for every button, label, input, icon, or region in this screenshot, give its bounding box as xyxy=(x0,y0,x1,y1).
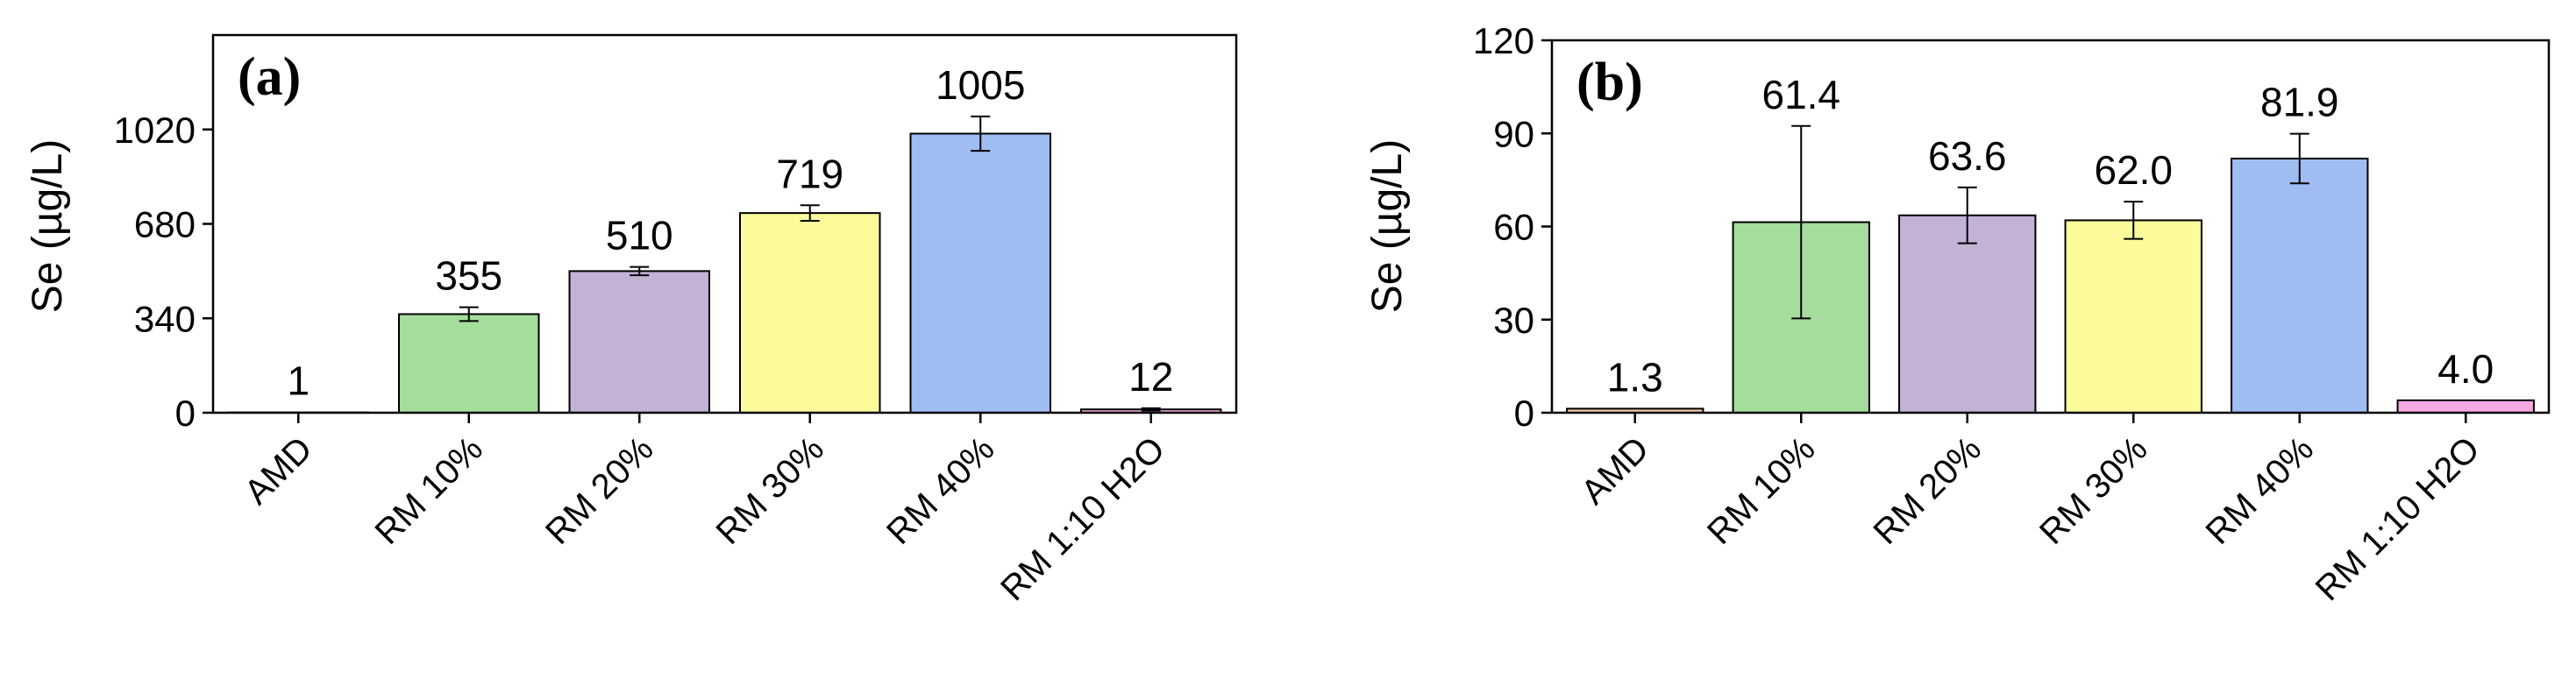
data-label-1: 61.4 xyxy=(1761,72,1840,117)
x-tick-label-3: RM 30% xyxy=(709,429,832,552)
x-tick-label-0: AMD xyxy=(1574,429,1656,512)
y-axis-label: Se (µg/L) xyxy=(1364,139,1411,313)
bar-5 xyxy=(2398,400,2534,413)
bar-3 xyxy=(2066,220,2202,413)
x-tick-label-4: RM 40% xyxy=(879,429,1002,552)
x-tick-label-5: RM 1:10 H2O xyxy=(2309,429,2487,608)
x-tick-label-1: RM 10% xyxy=(1700,429,1823,552)
bar-2 xyxy=(570,271,709,413)
data-label-5: 4.0 xyxy=(2437,346,2494,392)
data-label-5: 12 xyxy=(1128,354,1173,400)
data-label-3: 719 xyxy=(776,151,843,196)
x-tick-label-2: RM 20% xyxy=(538,429,661,552)
x-tick-label-0: AMD xyxy=(238,429,320,512)
bar-3 xyxy=(740,213,879,413)
bar-1 xyxy=(399,314,538,413)
plot-frame xyxy=(1552,40,2549,413)
panel-label: (b) xyxy=(1576,53,1643,112)
chart-panel-a: 1 355 510 719 1005 12 0 340 680 1020 AMD RM 10% RM 2… xyxy=(25,35,1236,608)
x-tick-label-1: RM 10% xyxy=(368,429,491,552)
bar-4 xyxy=(911,134,1050,413)
y-tick-label-3: 1020 xyxy=(114,110,196,151)
data-label-0: 1 xyxy=(287,358,310,404)
y-tick-label-4: 120 xyxy=(1473,20,1534,61)
data-label-4: 1005 xyxy=(936,62,1025,108)
data-label-2: 63.6 xyxy=(1928,133,2007,179)
x-tick-label-3: RM 30% xyxy=(2032,429,2155,552)
y-tick-label-3: 90 xyxy=(1493,113,1534,154)
chart-panel-b: 1.3 61.4 63.6 62.0 81.9 4.0 0 30 60 90 120 AMD RM 10… xyxy=(1364,20,2549,608)
bar-2 xyxy=(1899,216,2035,413)
bar-4 xyxy=(2231,159,2367,413)
data-label-0: 1.3 xyxy=(1607,354,1663,400)
y-axis-label: Se (µg/L) xyxy=(25,139,71,313)
y-tick-label-1: 30 xyxy=(1493,300,1534,341)
x-tick-label-2: RM 20% xyxy=(1867,429,1989,552)
panel-label: (a) xyxy=(238,47,301,107)
x-tick-label-5: RM 1:10 H2O xyxy=(993,429,1172,608)
data-label-1: 355 xyxy=(435,253,502,299)
y-tick-label-1: 340 xyxy=(134,298,196,339)
data-label-4: 81.9 xyxy=(2260,80,2339,125)
y-tick-label-2: 60 xyxy=(1493,207,1534,248)
y-tick-label-0: 0 xyxy=(1514,393,1534,434)
data-label-3: 62.0 xyxy=(2094,147,2173,193)
y-tick-label-0: 0 xyxy=(175,393,196,434)
y-tick-label-2: 680 xyxy=(134,204,196,245)
x-tick-label-4: RM 40% xyxy=(2199,429,2322,552)
plot-frame xyxy=(213,35,1236,413)
data-label-2: 510 xyxy=(606,213,673,258)
